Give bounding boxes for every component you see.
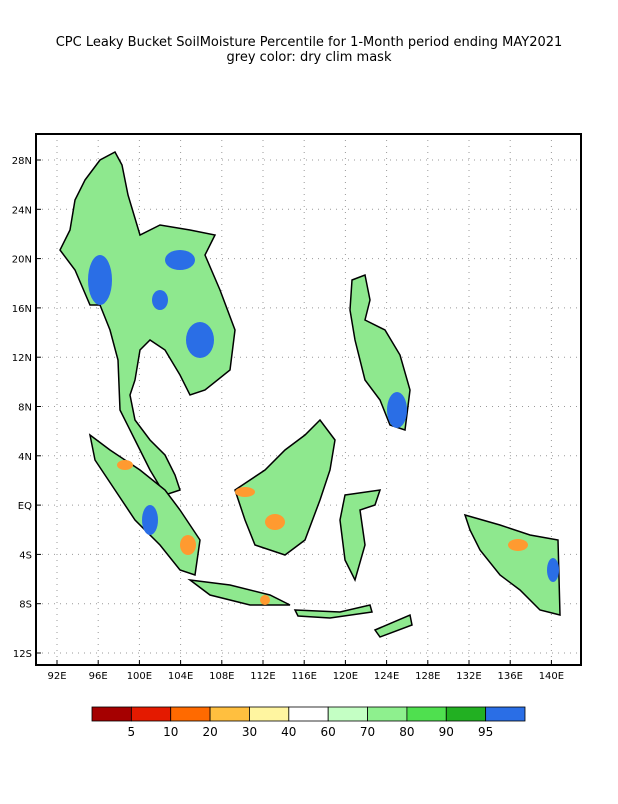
colorbar-label: 95 bbox=[478, 725, 493, 739]
philippines bbox=[349, 273, 411, 432]
lon-label: 128E bbox=[415, 671, 440, 682]
lat-label: 12N bbox=[12, 353, 32, 364]
colorbar-box bbox=[130, 706, 172, 722]
lat-label: 4N bbox=[18, 452, 32, 463]
mainland bbox=[59, 150, 236, 496]
colorbar-label: 80 bbox=[399, 725, 414, 739]
lon-label: 124E bbox=[374, 671, 399, 682]
colorbar-box bbox=[170, 706, 211, 722]
borneo bbox=[234, 418, 336, 556]
lon-label: 116E bbox=[291, 671, 316, 682]
lesser-sunda bbox=[293, 604, 373, 619]
land bbox=[59, 150, 561, 638]
lat-label: 4S bbox=[19, 550, 32, 561]
colorbar-label: 70 bbox=[360, 725, 375, 739]
colorbar-label: 60 bbox=[321, 725, 336, 739]
lon-label: 92E bbox=[47, 671, 66, 682]
lon-label: 136E bbox=[497, 671, 522, 682]
lon-label: 140E bbox=[539, 671, 564, 682]
colorbar-label: 5 bbox=[128, 725, 136, 739]
subtitle: grey color: dry clim mask bbox=[227, 50, 392, 65]
map-frame bbox=[35, 133, 582, 666]
colorbar-label: 30 bbox=[242, 725, 257, 739]
colorbar-box bbox=[485, 706, 526, 722]
sumatra bbox=[88, 433, 201, 576]
colorbar-box bbox=[91, 706, 132, 722]
colorbar-box bbox=[367, 706, 408, 722]
lon-label: 100E bbox=[127, 671, 152, 682]
colorbar-label: 40 bbox=[281, 725, 296, 739]
colorbar-box bbox=[445, 706, 487, 722]
colorbar-box bbox=[327, 706, 368, 722]
new-guinea bbox=[463, 513, 561, 616]
axis-labels: 92E 96E 100E 104E 108E 112E 116E 120E 124E 128E 13… bbox=[12, 156, 564, 682]
colorbar-box bbox=[249, 706, 290, 722]
colorbar-label: 10 bbox=[163, 725, 178, 739]
timor bbox=[373, 613, 413, 638]
lat-label: 8N bbox=[18, 403, 32, 414]
lat-label: 12S bbox=[13, 649, 32, 660]
lat-label: 24N bbox=[12, 205, 32, 216]
lon-label: 132E bbox=[456, 671, 481, 682]
lon-label: 104E bbox=[168, 671, 193, 682]
java bbox=[187, 578, 291, 606]
lat-label: EQ bbox=[18, 501, 32, 512]
colorbar-box bbox=[406, 706, 447, 722]
wet-patches bbox=[88, 250, 559, 582]
lat-label: 20N bbox=[12, 255, 32, 266]
sulawesi bbox=[339, 489, 382, 583]
lat-label: 16N bbox=[12, 304, 32, 315]
lat-label: 8S bbox=[19, 600, 32, 611]
colorbar-box bbox=[209, 706, 250, 722]
colorbar-label: 20 bbox=[202, 725, 217, 739]
lon-label: 112E bbox=[250, 671, 275, 682]
colorbar-box bbox=[288, 706, 329, 722]
colorbar-label: 90 bbox=[439, 725, 454, 739]
lon-label: 96E bbox=[89, 671, 108, 682]
dry-patches bbox=[117, 460, 528, 605]
lon-label: 120E bbox=[333, 671, 358, 682]
colorbar: 5 10 20 30 40 60 70 80 90 95 bbox=[91, 706, 526, 739]
lon-label: 108E bbox=[209, 671, 234, 682]
title: CPC Leaky Bucket SoilMoisture Percentile… bbox=[56, 35, 563, 50]
lat-label: 28N bbox=[12, 156, 32, 167]
